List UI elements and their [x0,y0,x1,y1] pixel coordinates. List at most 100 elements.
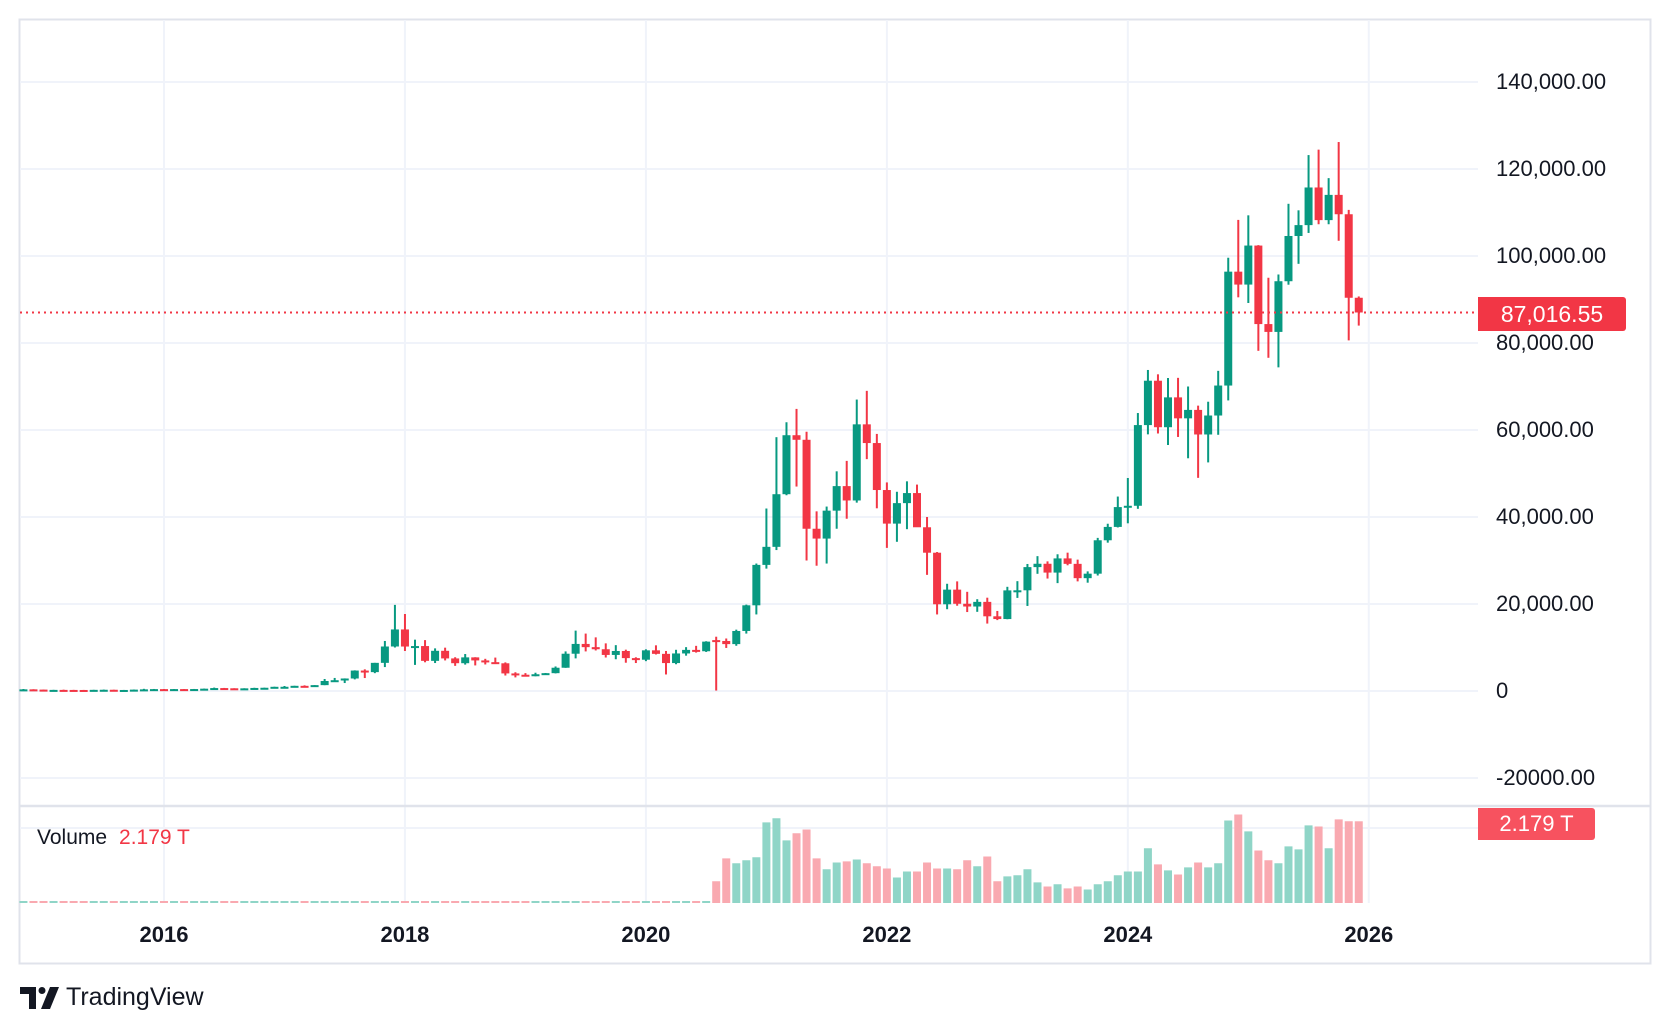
volume-bar [902,871,911,903]
volume-bar [1354,821,1363,903]
candle-body [1234,271,1243,285]
volume-bar [1143,848,1152,903]
volume-bar [380,901,389,903]
candle-body [471,657,480,661]
candle [1224,257,1233,401]
tradingview-logo[interactable]: TradingView [20,983,204,1012]
candle [742,604,751,634]
candle-body [722,640,731,645]
candle-wick [1297,210,1300,264]
candle [1324,178,1333,225]
volume-bar [561,901,570,903]
candle-body [601,649,610,655]
volume-bar [913,871,921,903]
price-axis-label: 100,000.00 [1496,243,1607,268]
candle [1003,586,1012,620]
candle-body [29,689,38,692]
volume-legend[interactable]: Volume 2.179 T [37,825,190,851]
candle-body [973,601,982,607]
candle [220,687,229,691]
candle-wick [1337,142,1340,241]
volume-bar [631,901,640,903]
candle-wick [695,645,698,653]
candle-body [651,650,660,654]
volume-legend-value: 2.179 T [119,826,190,849]
candle [210,687,219,691]
volume-bar [591,901,600,903]
volume-bar [802,829,811,903]
volume-bar [782,840,791,903]
volume-bar [943,868,952,903]
volume-bar [501,901,510,903]
candle-body [501,663,510,674]
volume-bar [491,901,500,903]
volume-bar [360,901,369,903]
candle-body [330,680,339,683]
candle-body [340,678,349,681]
candle-body [702,641,711,652]
candle [190,688,199,692]
candle [99,689,108,692]
candle-body [109,689,118,692]
candle [672,649,681,665]
candle [260,687,269,690]
candle [913,484,921,528]
candle-body [742,605,751,631]
volume-bar [471,901,480,903]
candle-wick [1197,405,1200,478]
candle [390,604,399,648]
volume-bar [682,901,691,903]
candle-body [240,688,249,691]
candle-body [782,435,791,495]
candle-body [692,649,701,652]
candle-body [1174,397,1183,419]
candle-body [822,510,831,539]
candle-body [180,689,189,692]
candle [1314,149,1323,225]
candle-wick [775,437,778,551]
candle [682,647,691,656]
volume-bar [39,901,48,903]
candle-body [481,660,490,663]
candle-body [621,650,630,659]
candle-body [1204,415,1213,435]
volume-bar [441,901,450,903]
volume-bar [340,901,349,903]
volume-bar [1274,863,1283,903]
candle-body [1053,558,1062,573]
volume-bar [923,862,932,903]
candle [1284,203,1293,285]
volume-bar [812,858,821,903]
candle [1274,274,1283,368]
candle-body [300,685,309,688]
candle-body [1073,563,1082,579]
candle-body [631,658,640,661]
tradingview-logo-icon [20,986,59,1009]
volume-bar [1063,888,1072,903]
candle-body [1224,271,1233,386]
volume-bar [1073,886,1082,903]
volume-bar [180,901,189,903]
candle [1093,537,1102,576]
volume-legend-title: Volume [37,826,108,849]
candle [1073,559,1082,582]
candle [943,583,952,610]
volume-bar [400,901,409,903]
candle [1244,215,1253,303]
candle-body [1354,297,1363,313]
volume-bar [1334,819,1343,903]
candle [39,689,48,692]
candle [1174,377,1183,437]
candle-body [380,646,389,663]
volume-bar [742,860,751,903]
candle [933,552,942,615]
candle-body [641,650,650,660]
volume-bar [1083,889,1092,903]
candle [300,685,309,688]
volume-bar [1184,867,1193,903]
volume-bar [621,901,630,903]
time-axis-label: 2016 [139,922,189,947]
candle [69,689,78,692]
candle [541,672,550,676]
